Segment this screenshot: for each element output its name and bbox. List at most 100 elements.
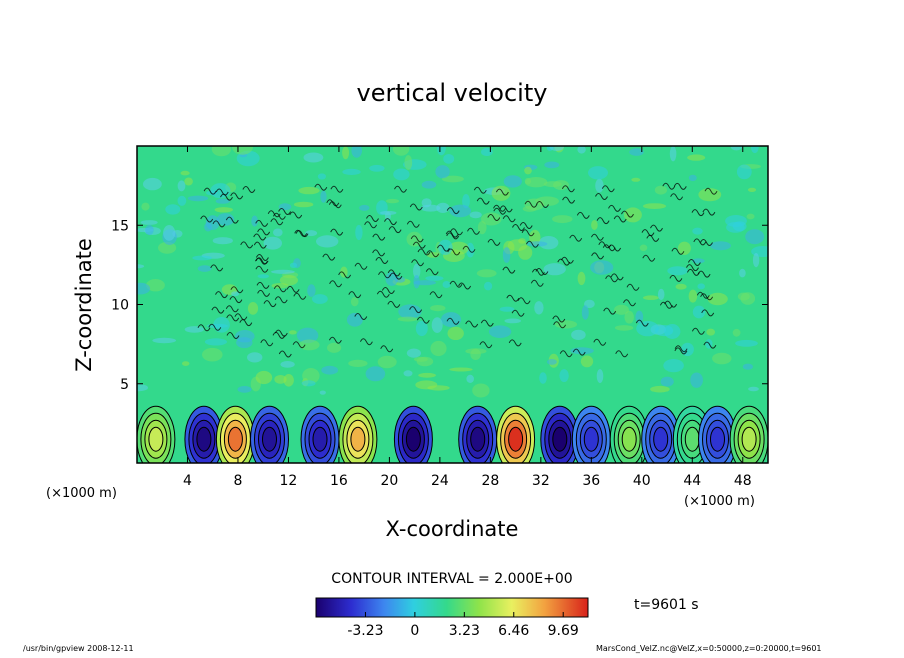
cell-contour	[470, 426, 486, 452]
cell-contour	[148, 426, 164, 452]
contour-line	[389, 272, 403, 280]
texture-blob	[247, 302, 259, 315]
texture-blob	[140, 220, 158, 225]
texture-blob	[392, 146, 410, 156]
contour-line	[322, 253, 336, 261]
texture-blob	[137, 384, 148, 392]
texture-blob	[302, 368, 320, 384]
colorbar	[315, 597, 589, 618]
contour-line	[601, 185, 615, 193]
contour-line	[328, 201, 342, 209]
texture-blob	[348, 359, 368, 367]
texture-blob	[669, 146, 677, 162]
texture-blob	[441, 175, 464, 183]
texture-blob	[631, 177, 641, 182]
velocity-cell	[609, 405, 649, 463]
texture-blob	[442, 281, 451, 288]
velocity-cell	[571, 405, 611, 463]
x-tick-label: 36	[582, 473, 600, 489]
texture-blob	[397, 316, 418, 322]
contour-line	[278, 350, 292, 358]
texture-blob	[431, 317, 443, 333]
contour-line	[487, 214, 501, 221]
contour-line	[215, 291, 228, 299]
texture-blob	[596, 369, 604, 384]
texture-blob	[204, 338, 227, 346]
x-unit-right: (×1000 m)	[684, 494, 755, 509]
texture-blob	[643, 203, 666, 210]
contour-line	[691, 327, 705, 335]
texture-blob	[488, 325, 512, 339]
texture-blob	[316, 235, 339, 248]
texture-blob	[750, 146, 759, 154]
texture-blob	[377, 355, 397, 369]
texture-blob	[415, 320, 428, 337]
contour-line	[493, 204, 506, 212]
texture-blob	[524, 177, 532, 185]
texture-blob	[518, 238, 526, 244]
contour-line	[479, 341, 493, 349]
texture-blob	[697, 283, 705, 290]
contour-line	[458, 282, 472, 290]
contour-line	[330, 228, 344, 236]
texture-blob	[192, 255, 212, 261]
texture-blob	[413, 275, 420, 289]
velocity-cell	[496, 405, 536, 463]
texture-blob	[255, 370, 273, 385]
texture-blob	[355, 224, 363, 241]
contour-line	[561, 185, 575, 193]
texture-blob	[469, 211, 482, 219]
contour-line	[512, 224, 525, 231]
contour-line	[671, 247, 685, 255]
contour-line	[686, 268, 700, 276]
texture-blob	[614, 325, 634, 331]
texture-blob	[629, 148, 644, 156]
colorbar-tick-label: 0	[410, 623, 419, 639]
contour-line	[270, 218, 284, 226]
contour-line	[576, 211, 590, 219]
contour-line	[253, 241, 267, 249]
texture-blob	[163, 225, 176, 241]
texture-blob	[735, 339, 758, 347]
contour-line	[384, 218, 397, 226]
texture-blob	[365, 366, 386, 382]
texture-blob	[430, 340, 447, 357]
contour-line	[240, 241, 254, 249]
texture-blob	[421, 180, 437, 189]
texture-blob	[436, 202, 450, 213]
texture-blob	[184, 177, 193, 186]
texture-blob	[524, 166, 532, 175]
texture-blob	[403, 370, 413, 377]
contour-line	[220, 193, 233, 201]
contour-line	[226, 332, 240, 339]
contour-line	[260, 339, 274, 347]
contour-line	[569, 234, 583, 242]
contour-line	[670, 193, 684, 201]
texture-blob	[152, 337, 177, 344]
contour-line	[493, 207, 507, 215]
texture-blob	[543, 181, 562, 188]
texture-blob	[549, 146, 564, 151]
contour-line	[517, 297, 531, 305]
contour-line	[535, 268, 549, 275]
contour-line	[473, 186, 487, 194]
contour-line	[595, 193, 608, 200]
contour-line	[450, 228, 463, 236]
texture-blob	[707, 292, 728, 306]
contour-line	[226, 314, 240, 322]
texture-blob	[298, 186, 320, 195]
texture-blob	[654, 325, 674, 337]
texture-blob	[187, 195, 209, 202]
x-axis: 4 8 12 16 20 24 28 32 36 40 44 48	[183, 146, 752, 489]
texture-blob	[554, 320, 578, 329]
texture-blob	[643, 295, 659, 301]
contour-line	[626, 283, 640, 291]
texture-blob	[503, 175, 522, 188]
contour-line	[525, 240, 539, 248]
contour-line	[536, 201, 549, 208]
contour-line	[623, 299, 636, 307]
texture-blob	[504, 318, 521, 324]
contour-line	[257, 289, 271, 297]
texture-blob	[202, 347, 223, 362]
contour-line	[560, 256, 574, 264]
